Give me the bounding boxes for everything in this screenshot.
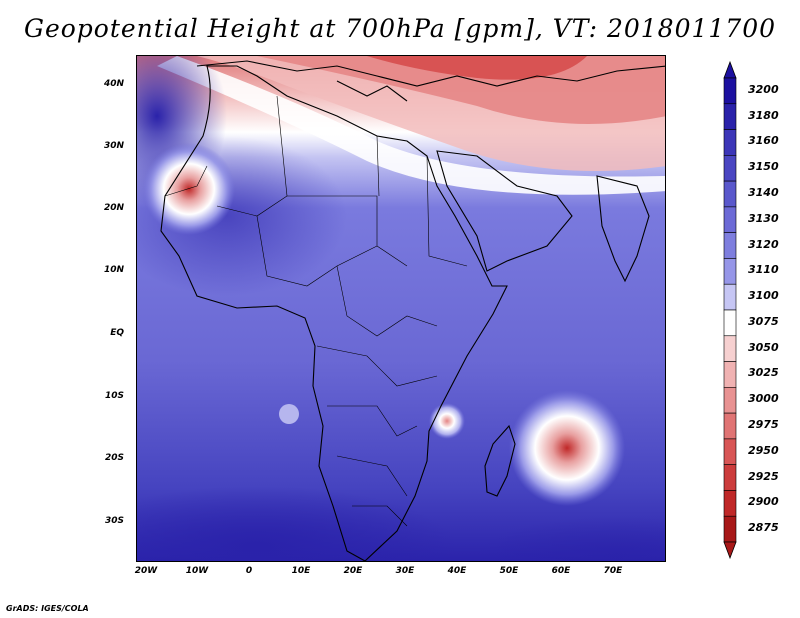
lon-tick-60e: 60E (551, 566, 571, 576)
colorbar-swatch-3180 (723, 103, 737, 130)
madagascar-cyclone (509, 390, 625, 506)
coastlines (160, 60, 665, 561)
lat-tick-40n: 40N (103, 79, 124, 89)
colorbar-swatch-3100 (723, 283, 737, 311)
colorbar-label-2875: 2875 (748, 521, 779, 535)
lon-tick-10w: 10W (185, 566, 209, 576)
colorbar-swatch-2875 (723, 515, 737, 543)
lon-tick-70e: 70E (603, 566, 623, 576)
colorbar-label-2925: 2925 (748, 469, 779, 483)
colorbar-top-arrow (723, 60, 737, 79)
lon-tick-30e: 30E (395, 566, 415, 576)
colorbar-swatch-3000 (723, 387, 737, 414)
lon-tick-0: 0 (245, 566, 253, 576)
grads-credit: GrADS: IGES/COLA (6, 604, 89, 613)
colorbar-label-3050: 3050 (748, 340, 779, 354)
lon-tick-10e: 10E (291, 566, 311, 576)
colorbar-swatch-3075 (723, 309, 737, 337)
lat-tick-30s: 30S (104, 516, 124, 526)
colorbar-swatch-3200 (723, 77, 737, 105)
colorbar-label-3000: 3000 (748, 392, 779, 406)
colorbar-swatch-2975 (723, 412, 737, 440)
colorbar-swatch-3120 (723, 232, 737, 259)
lon-tick-50e: 50E (499, 566, 519, 576)
colorbar-swatch-2925 (723, 464, 737, 491)
lat-tick-10s: 10S (104, 391, 124, 401)
map-panel (136, 55, 666, 562)
colorbar-swatch-3160 (723, 129, 737, 156)
lat-tick-eq: EQ (110, 328, 124, 338)
colorbar-bottom-arrow (723, 541, 737, 560)
colorbar-label-2975: 2975 (748, 418, 779, 431)
colorbar-swatch-3110 (723, 258, 737, 285)
country-borders (164, 95, 468, 527)
colorbar-swatch-2900 (723, 490, 737, 517)
lon-tick-40e: 40E (447, 566, 467, 576)
lon-tick-20w: 20W (134, 566, 158, 576)
colorbar-swatch-3130 (723, 206, 737, 233)
colorbar-label-3130: 3130 (748, 211, 779, 225)
colorbar-label-2900: 2900 (748, 495, 779, 509)
colorbar-swatch-3025 (723, 361, 737, 388)
colorbar-label-3200: 3200 (748, 82, 779, 96)
colorbar-label-3025: 3025 (748, 366, 779, 380)
lat-tick-30n: 30N (103, 141, 124, 151)
lat-tick-20s: 20S (104, 453, 124, 463)
colorbar-label-3100: 3100 (748, 289, 779, 303)
colorbar-swatch-2950 (723, 438, 737, 465)
colorbar-label-3150: 3150 (748, 160, 779, 174)
lat-tick-10n: 10N (103, 265, 124, 275)
lat-tick-20n: 20N (103, 203, 124, 213)
colorbar-label-3075: 3075 (748, 314, 779, 328)
colorbar-label-3140: 3140 (748, 186, 779, 199)
colorbar-swatch-3150 (723, 155, 737, 182)
colorbar-swatch-3050 (723, 335, 737, 362)
lon-tick-20e: 20E (343, 566, 363, 576)
colorbar-label-2950: 2950 (748, 443, 779, 457)
chart-title: Geopotential Height at 700hPa [gpm], VT:… (23, 14, 777, 43)
colorbar-label-3120: 3120 (748, 237, 779, 251)
geopotential-field (137, 56, 665, 561)
colorbar-label-3160: 3160 (748, 134, 779, 148)
colorbar-swatch-3140 (723, 180, 737, 208)
sahara-low (143, 143, 235, 235)
colorbar-label-3110: 3110 (748, 263, 779, 277)
colorbar (723, 60, 737, 560)
colorbar-label-3180: 3180 (748, 108, 779, 122)
